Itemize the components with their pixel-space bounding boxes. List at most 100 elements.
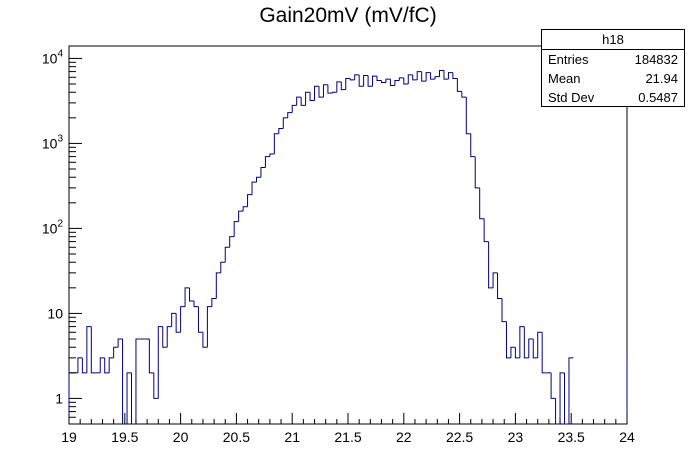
histogram-bin bbox=[166, 326, 172, 348]
histogram-bin bbox=[211, 297, 217, 307]
y-tick-label: 10 bbox=[47, 305, 63, 321]
x-tick-label: 22.5 bbox=[446, 429, 473, 445]
histogram-bin bbox=[81, 357, 87, 374]
histogram-bin bbox=[501, 298, 507, 323]
stats-box: h18 Entries 184832 Mean 21.94 Std Dev 0.… bbox=[541, 29, 685, 107]
histogram-bin bbox=[430, 72, 436, 80]
histogram-bin bbox=[247, 194, 253, 207]
x-tick-label: 23.5 bbox=[558, 429, 585, 445]
histogram-bin bbox=[233, 221, 239, 237]
x-tick-label: 23 bbox=[508, 429, 524, 445]
histogram-bin bbox=[322, 84, 328, 98]
histogram-bin bbox=[318, 86, 324, 98]
x-tick-label: 19 bbox=[61, 429, 77, 445]
histogram-bin bbox=[278, 127, 284, 134]
histogram-bin bbox=[470, 133, 476, 158]
histogram-bin bbox=[354, 74, 360, 80]
histogram-bin bbox=[483, 218, 489, 243]
y-tick-label: 102 bbox=[42, 218, 64, 236]
histogram-bin bbox=[447, 72, 453, 80]
histogram-bin bbox=[162, 326, 168, 348]
histogram-bin bbox=[363, 74, 369, 87]
histogram-bin bbox=[193, 300, 199, 308]
histogram-bin bbox=[421, 71, 427, 82]
histogram-bin bbox=[309, 92, 315, 101]
histogram-bin bbox=[157, 326, 163, 399]
histogram-bin bbox=[394, 79, 400, 86]
x-tick-label: 20 bbox=[173, 429, 189, 445]
histogram-bin bbox=[291, 104, 297, 113]
histogram-bin bbox=[327, 84, 333, 94]
y-tick-label: 103 bbox=[42, 133, 64, 151]
x-tick-label: 19.5 bbox=[111, 429, 138, 445]
histogram-bin bbox=[206, 306, 212, 348]
stats-mean-value: 21.94 bbox=[645, 71, 678, 86]
histogram-bin bbox=[104, 357, 110, 374]
histogram-bin bbox=[416, 71, 422, 80]
x-tick-label: 20.5 bbox=[223, 429, 250, 445]
histogram-bin bbox=[300, 97, 306, 106]
histogram-bin bbox=[287, 112, 293, 118]
x-tick-label: 21 bbox=[284, 429, 300, 445]
histogram-bin bbox=[197, 306, 203, 333]
histogram-bin bbox=[77, 357, 83, 373]
histogram-bin bbox=[90, 326, 96, 374]
histogram-bin bbox=[519, 326, 525, 358]
stats-std-row: Std Dev 0.5487 bbox=[542, 88, 684, 107]
histogram-bin bbox=[331, 91, 337, 94]
histogram-bin bbox=[479, 187, 485, 220]
histogram-bin bbox=[117, 338, 123, 348]
histogram-bin bbox=[380, 80, 386, 84]
histogram-bin bbox=[492, 272, 498, 288]
histogram-bin bbox=[443, 70, 449, 80]
histogram-bin bbox=[86, 326, 92, 373]
histogram-bin bbox=[372, 75, 378, 87]
histogram-bin bbox=[184, 287, 190, 307]
histogram-bin bbox=[130, 372, 136, 425]
histogram-bin bbox=[251, 181, 257, 195]
histogram-bin bbox=[412, 74, 418, 81]
y-tick-label: 1 bbox=[55, 390, 63, 406]
stats-mean-row: Mean 21.94 bbox=[542, 69, 684, 88]
x-tick-label: 21.5 bbox=[334, 429, 361, 445]
y-axis: 1 10 102 103 104 bbox=[42, 48, 82, 425]
histogram-bin bbox=[269, 153, 275, 157]
histogram-bin bbox=[126, 372, 132, 424]
histogram-bin bbox=[296, 96, 302, 106]
histogram-bin bbox=[202, 332, 208, 348]
histogram-bin bbox=[568, 357, 574, 424]
histogram-bin bbox=[260, 167, 266, 178]
histogram-bin bbox=[171, 312, 177, 327]
chart-title: Gain20mV (mV/fC) bbox=[259, 4, 437, 27]
histogram-bin bbox=[175, 313, 181, 333]
stats-entries-value: 184832 bbox=[634, 52, 678, 67]
histogram-bin bbox=[461, 91, 467, 98]
histogram-bin bbox=[229, 236, 235, 248]
histogram-bin bbox=[497, 272, 503, 299]
histogram-bin bbox=[255, 176, 261, 183]
histogram-bin bbox=[113, 346, 119, 358]
histogram-bin bbox=[389, 79, 395, 87]
histogram-bin bbox=[180, 306, 186, 333]
histogram-bin bbox=[474, 156, 480, 189]
stats-histogram-name: h18 bbox=[542, 30, 684, 50]
histogram-bars bbox=[68, 70, 628, 425]
histogram-bin bbox=[305, 91, 311, 106]
histogram-bin bbox=[345, 78, 351, 90]
histogram-bin bbox=[488, 241, 494, 289]
histogram-bin bbox=[505, 321, 511, 359]
histogram-bin bbox=[376, 76, 382, 81]
stats-mean-label: Mean bbox=[548, 71, 581, 86]
x-tick-label: 24 bbox=[619, 429, 635, 445]
histogram-bin bbox=[465, 97, 471, 135]
histogram-bin bbox=[456, 78, 462, 92]
x-tick-label: 22 bbox=[396, 429, 412, 445]
histogram-bin bbox=[425, 72, 431, 82]
histogram-bin bbox=[403, 77, 409, 85]
stats-entries-row: Entries 184832 bbox=[542, 50, 684, 69]
stats-std-value: 0.5487 bbox=[638, 90, 678, 105]
histogram-bin bbox=[528, 338, 534, 358]
histogram-bin bbox=[367, 75, 373, 87]
histogram-bin bbox=[559, 372, 565, 424]
histogram-bin bbox=[398, 77, 404, 81]
